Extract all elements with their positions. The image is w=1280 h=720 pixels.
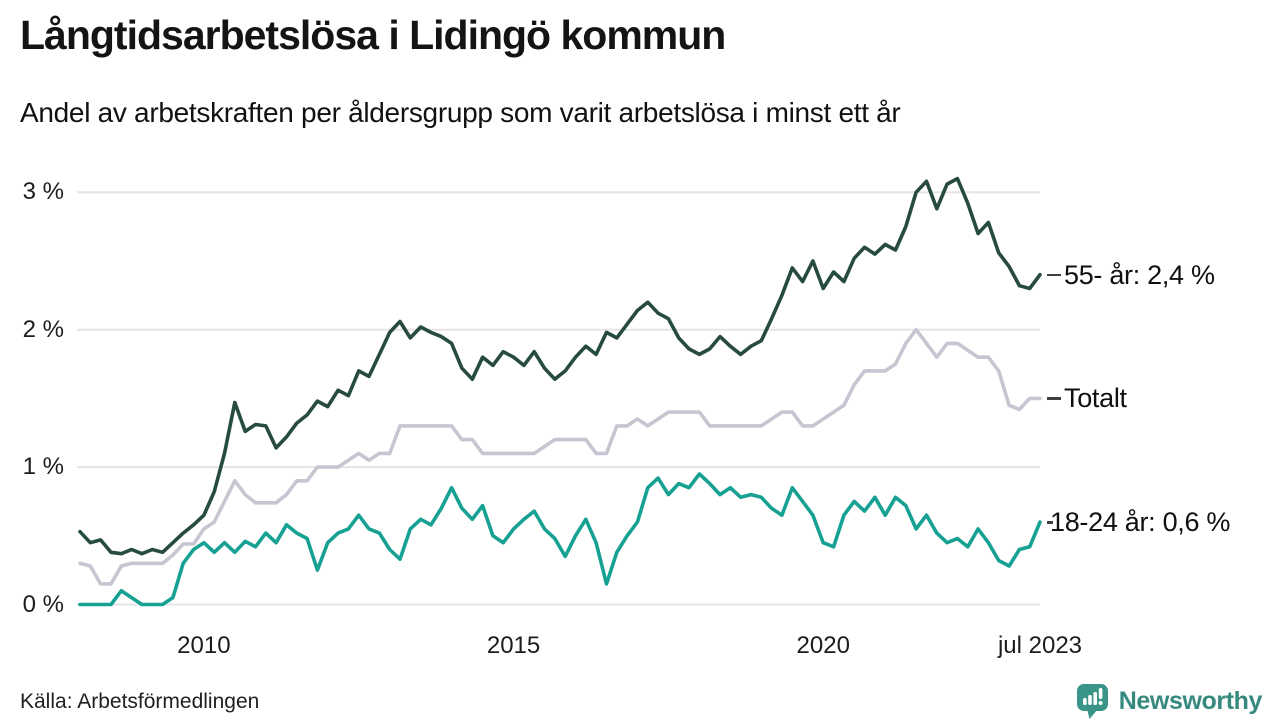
- source-note: Källa: Arbetsförmedlingen: [20, 690, 260, 713]
- end-label-dash: [1047, 273, 1061, 277]
- end-label-dash: [1047, 521, 1053, 524]
- series-line-55-r: [78, 176, 1042, 556]
- x-tick-label: 2020: [796, 632, 850, 659]
- x-tick-label: 2015: [486, 632, 541, 659]
- newsworthy-logo: Newsworthy: [1075, 682, 1262, 720]
- series-end-label: 18-24 år: 0,6 %: [1050, 507, 1231, 538]
- y-tick-label: 0 %: [22, 590, 64, 618]
- series-line-Totalt: [78, 327, 1042, 586]
- series-end-label: Totalt: [1064, 383, 1127, 414]
- x-tick-label: jul 2023: [997, 632, 1083, 659]
- brand-name: Newsworthy: [1118, 686, 1263, 715]
- series-line-18-24-r: [78, 472, 1042, 607]
- x-tick-label: 2010: [177, 632, 231, 659]
- newsworthy-speech-bubble-chart-icon: [1076, 684, 1108, 719]
- end-label-dash: [1047, 397, 1061, 400]
- chart-subtitle: Andel av arbetskraften per åldersgrupp s…: [20, 97, 901, 128]
- page-title: Långtidsarbetslösa i Lidingö kommun: [20, 12, 726, 58]
- y-tick-label: 1 %: [22, 453, 64, 481]
- y-tick-label: 2 %: [22, 315, 64, 343]
- series-end-label: 55- år: 2,4 %: [1064, 259, 1215, 290]
- y-tick-label: 3 %: [22, 178, 64, 206]
